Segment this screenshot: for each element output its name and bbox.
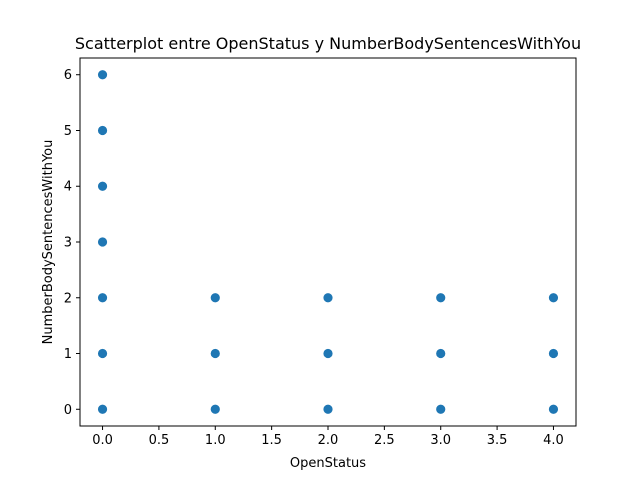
x-tick-label: 3.5 (487, 433, 508, 448)
y-tick-label: 1 (64, 347, 72, 362)
data-point (323, 348, 333, 359)
y-tick-label: 0 (64, 403, 72, 418)
data-point (97, 70, 108, 80)
data-point (436, 404, 446, 414)
axis-ticks: 0.0 0.5 1.0 1.5 2.0 2.5 3.0 3.5 4.0 0 1 2 3 4 5 6 (64, 68, 564, 448)
data-point (210, 348, 220, 359)
plot-background (80, 58, 576, 426)
data-point (548, 348, 559, 359)
y-tick-label: 2 (64, 291, 72, 306)
data-point (436, 293, 446, 303)
x-axis-label: OpenStatus (290, 456, 366, 471)
plot-area (80, 58, 576, 426)
y-tick-label: 6 (64, 68, 72, 83)
data-point (97, 125, 108, 136)
x-tick-label: 2.5 (374, 433, 395, 448)
x-tick-label: 0.0 (92, 433, 113, 448)
y-tick-label: 3 (64, 236, 72, 251)
data-point (548, 404, 559, 414)
x-tick-label: 1.5 (261, 433, 282, 448)
data-point (210, 293, 220, 303)
data-points (97, 70, 559, 414)
y-tick-label: 5 (64, 124, 72, 139)
data-point (97, 181, 108, 191)
x-tick-label: 1.0 (205, 433, 226, 448)
x-tick-label: 0.5 (149, 433, 170, 448)
data-point (436, 348, 446, 359)
data-point (323, 404, 333, 414)
data-point (97, 348, 108, 359)
data-point (97, 293, 108, 303)
data-point (210, 404, 220, 414)
y-axis-label: NumberBodySentencesWithYou (41, 140, 56, 345)
data-point (97, 237, 108, 247)
data-point (97, 404, 108, 414)
x-tick-label: 3.0 (430, 433, 451, 448)
data-point (548, 293, 559, 303)
chart-title: Scatterplot entre OpenStatus y NumberBod… (75, 34, 581, 53)
x-tick-label: 4.0 (543, 433, 564, 448)
data-point (323, 293, 333, 303)
y-tick-label: 4 (64, 180, 72, 195)
x-tick-label: 2.0 (318, 433, 339, 448)
